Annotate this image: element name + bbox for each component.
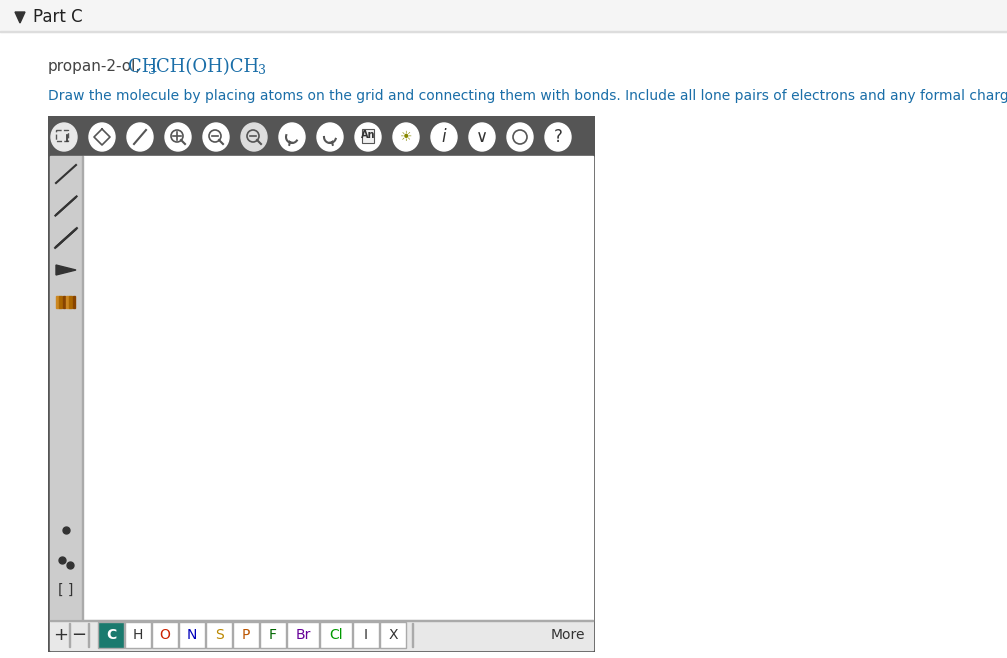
Bar xyxy=(179,622,205,648)
Bar xyxy=(380,622,406,648)
Text: More: More xyxy=(551,628,585,642)
Bar xyxy=(320,622,352,648)
Bar xyxy=(59,296,61,308)
Text: O: O xyxy=(159,628,170,642)
Text: [ ]: [ ] xyxy=(58,583,74,597)
Ellipse shape xyxy=(469,123,495,151)
Bar xyxy=(362,129,374,143)
Text: Cl: Cl xyxy=(329,628,342,642)
Text: I: I xyxy=(364,628,368,642)
Bar xyxy=(260,622,286,648)
Ellipse shape xyxy=(507,123,533,151)
Ellipse shape xyxy=(89,123,115,151)
Bar xyxy=(50,156,82,620)
Bar xyxy=(206,622,232,648)
Text: ?: ? xyxy=(554,128,563,146)
Bar xyxy=(50,620,593,621)
Ellipse shape xyxy=(165,123,191,151)
Ellipse shape xyxy=(317,123,343,151)
Bar xyxy=(48,116,595,652)
Text: 3: 3 xyxy=(258,64,266,78)
Bar xyxy=(50,118,593,650)
Ellipse shape xyxy=(51,123,77,151)
Text: CH(OH)CH: CH(OH)CH xyxy=(156,58,259,76)
Text: H: H xyxy=(133,628,143,642)
Text: X: X xyxy=(389,628,398,642)
Bar xyxy=(66,296,68,308)
Text: N: N xyxy=(187,628,197,642)
Bar xyxy=(50,620,593,650)
Bar xyxy=(56,130,68,141)
Text: F: F xyxy=(269,628,277,642)
Bar xyxy=(56,296,58,308)
Text: −: − xyxy=(71,626,87,644)
Text: Part C: Part C xyxy=(33,8,83,26)
Ellipse shape xyxy=(393,123,419,151)
Ellipse shape xyxy=(355,123,381,151)
Bar xyxy=(73,296,76,308)
Bar xyxy=(0,0,1007,32)
Bar xyxy=(353,622,379,648)
Text: P: P xyxy=(242,628,250,642)
Text: +: + xyxy=(53,626,68,644)
Ellipse shape xyxy=(545,123,571,151)
Bar xyxy=(50,118,593,156)
Polygon shape xyxy=(15,12,25,23)
Ellipse shape xyxy=(279,123,305,151)
Ellipse shape xyxy=(241,123,267,151)
Bar xyxy=(0,31,1007,32)
Ellipse shape xyxy=(203,123,229,151)
Bar xyxy=(152,622,178,648)
Bar xyxy=(83,156,593,620)
Text: C: C xyxy=(106,628,116,642)
Text: CH: CH xyxy=(128,58,157,76)
Text: S: S xyxy=(214,628,224,642)
Text: 3: 3 xyxy=(148,64,156,78)
Bar xyxy=(287,622,319,648)
Text: i: i xyxy=(442,128,446,146)
Bar xyxy=(62,296,65,308)
Bar xyxy=(125,622,151,648)
Text: ∨: ∨ xyxy=(476,128,488,146)
Text: Draw the molecule by placing atoms on the grid and connecting them with bonds. I: Draw the molecule by placing atoms on th… xyxy=(48,89,1007,103)
Text: propan-2-ol,: propan-2-ol, xyxy=(48,59,141,74)
Bar xyxy=(98,622,124,648)
Ellipse shape xyxy=(431,123,457,151)
Text: Br: Br xyxy=(295,628,311,642)
Text: ☀: ☀ xyxy=(400,130,412,144)
Ellipse shape xyxy=(127,123,153,151)
Text: An: An xyxy=(361,130,376,140)
Bar xyxy=(233,622,259,648)
Polygon shape xyxy=(56,265,76,275)
Bar xyxy=(69,296,71,308)
